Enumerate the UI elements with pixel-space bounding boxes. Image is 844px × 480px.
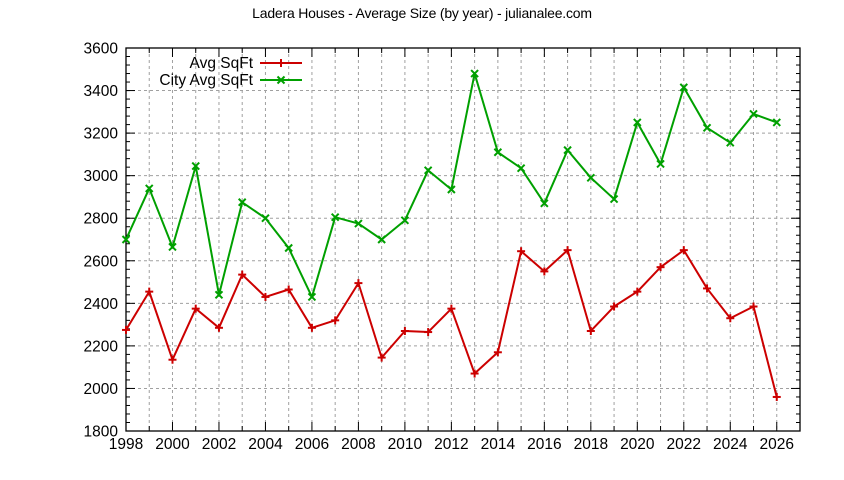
x-tick-label: 2008 [341, 436, 375, 453]
legend-label: Avg SqFt [190, 55, 254, 72]
chart-title: Ladera Houses - Average Size (by year) -… [252, 5, 592, 21]
series-avg-sqft [122, 246, 781, 401]
legend-item: City Avg SqFt [159, 72, 302, 89]
legend-label: City Avg SqFt [159, 72, 253, 89]
x-axis-labels: 1998 2000 2002 2004 2006 2008 2010 2012 2014 2016… [109, 436, 794, 453]
y-tick-label: 3200 [84, 126, 119, 143]
x-tick-label: 2024 [713, 436, 748, 453]
y-tick-label: 3400 [84, 83, 119, 100]
x-tick-label: 2020 [620, 436, 655, 453]
y-tick-label: 2000 [84, 381, 119, 398]
y-tick-label: 3600 [84, 41, 119, 58]
axis-ticks [125, 47, 801, 432]
x-tick-label: 2004 [248, 436, 283, 453]
x-tick-label: 2006 [295, 436, 329, 453]
y-tick-label: 3000 [84, 168, 119, 185]
x-tick-label: 2022 [667, 436, 701, 453]
y-tick-label: 2200 [84, 338, 119, 355]
x-tick-label: 2018 [574, 436, 608, 453]
x-tick-label: 1998 [109, 436, 143, 453]
y-tick-label: 2800 [84, 211, 119, 228]
y-tick-label: 2400 [84, 296, 119, 313]
y-tick-label: 1800 [84, 424, 119, 441]
y-tick-label: 2600 [84, 253, 119, 270]
legend-item: Avg SqFt [190, 55, 302, 72]
x-tick-label: 2002 [202, 436, 236, 453]
y-axis-labels: 3600 3400 3200 3000 2800 2600 2400 2200 2000 1800 [84, 41, 119, 441]
x-tick-label: 2016 [527, 436, 561, 453]
x-tick-label: 2000 [155, 436, 190, 453]
x-tick-label: 2026 [760, 436, 794, 453]
x-tick-label: 2010 [388, 436, 423, 453]
grid-lines [126, 48, 800, 431]
x-tick-label: 2014 [481, 436, 516, 453]
data-series [121, 69, 781, 401]
x-tick-label: 2012 [434, 436, 468, 453]
series-city-avg-sqft [121, 69, 781, 302]
plot-frame [125, 47, 801, 432]
